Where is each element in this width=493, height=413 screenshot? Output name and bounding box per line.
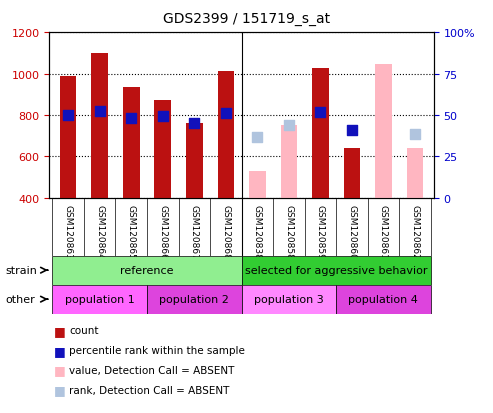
Point [96,108,104,115]
Text: strain: strain [5,266,37,275]
Point [159,113,167,120]
Text: population 2: population 2 [159,294,229,304]
Bar [281,126,297,198]
Bar [186,124,203,198]
Text: GSM120867: GSM120867 [190,204,199,259]
Text: population 1: population 1 [65,294,135,304]
Text: GSM120838: GSM120838 [253,204,262,259]
Text: other: other [5,294,35,304]
Text: GSM120860: GSM120860 [348,204,356,259]
Text: GSM120865: GSM120865 [127,204,136,259]
Point [127,115,135,122]
FancyBboxPatch shape [147,285,242,314]
Text: ■: ■ [54,344,66,357]
Bar [154,101,171,198]
FancyBboxPatch shape [242,285,336,314]
Point [411,131,419,138]
Text: GDS2399 / 151719_s_at: GDS2399 / 151719_s_at [163,12,330,26]
Bar [344,149,360,198]
Text: GSM120859: GSM120859 [316,204,325,259]
Text: GSM120862: GSM120862 [411,204,420,259]
FancyBboxPatch shape [52,256,242,285]
Bar [92,54,108,198]
Point [348,128,356,135]
Text: value, Detection Call = ABSENT: value, Detection Call = ABSENT [69,365,234,375]
Bar [375,65,391,198]
Bar [407,149,423,198]
Point [190,121,198,127]
Text: GSM120861: GSM120861 [379,204,388,259]
Text: ■: ■ [54,324,66,337]
FancyBboxPatch shape [336,285,431,314]
Text: population 3: population 3 [254,294,324,304]
Text: population 4: population 4 [349,294,419,304]
Point [253,134,261,140]
Text: GSM120866: GSM120866 [158,204,167,259]
Text: reference: reference [120,266,174,275]
Text: GSM120868: GSM120868 [221,204,230,259]
Text: count: count [69,325,99,335]
Text: selected for aggressive behavior: selected for aggressive behavior [245,266,427,275]
Text: GSM120864: GSM120864 [95,204,104,259]
Bar [249,171,266,198]
Bar [312,69,329,198]
Text: percentile rank within the sample: percentile rank within the sample [69,345,245,355]
Text: GSM120863: GSM120863 [64,204,72,259]
Bar [217,72,234,198]
Point [222,110,230,117]
Text: ■: ■ [54,363,66,377]
Point [64,112,72,119]
FancyBboxPatch shape [52,285,147,314]
FancyBboxPatch shape [242,256,431,285]
Point [285,123,293,129]
Bar [123,88,140,198]
Text: ■: ■ [54,383,66,396]
Text: GSM120858: GSM120858 [284,204,293,259]
Text: rank, Detection Call = ABSENT: rank, Detection Call = ABSENT [69,385,229,395]
Point [317,109,324,116]
Bar [60,76,76,198]
